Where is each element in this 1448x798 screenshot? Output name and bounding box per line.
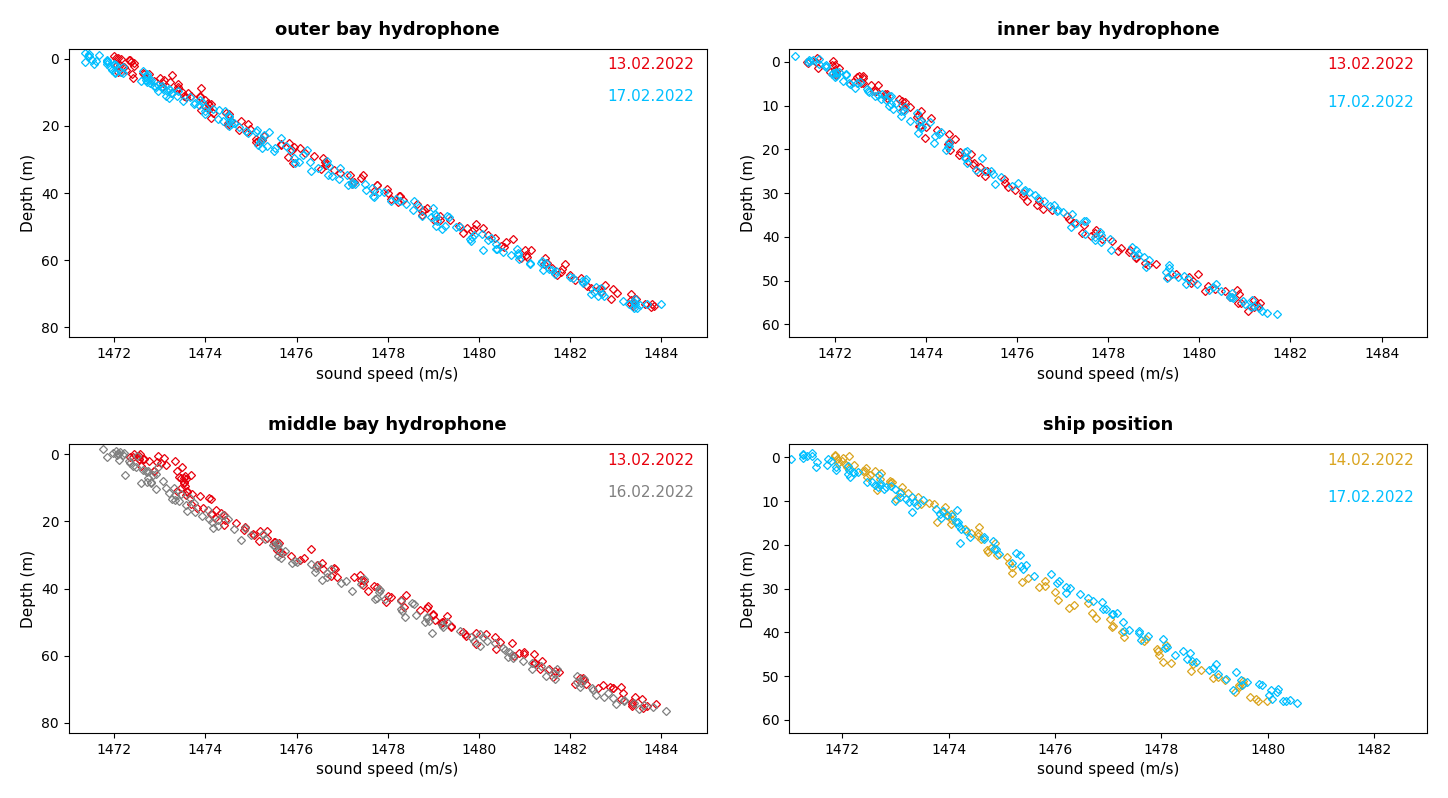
- Title: middle bay hydrophone: middle bay hydrophone: [268, 417, 507, 434]
- X-axis label: sound speed (m/s): sound speed (m/s): [317, 762, 459, 777]
- Text: 13.02.2022: 13.02.2022: [1328, 57, 1415, 73]
- Y-axis label: Depth (m): Depth (m): [741, 550, 756, 628]
- Text: 16.02.2022: 16.02.2022: [607, 484, 694, 500]
- X-axis label: sound speed (m/s): sound speed (m/s): [1037, 366, 1180, 381]
- X-axis label: sound speed (m/s): sound speed (m/s): [1037, 762, 1180, 777]
- Title: ship position: ship position: [1043, 417, 1173, 434]
- Text: 14.02.2022: 14.02.2022: [1328, 453, 1415, 468]
- Text: 13.02.2022: 13.02.2022: [607, 453, 694, 468]
- X-axis label: sound speed (m/s): sound speed (m/s): [317, 366, 459, 381]
- Y-axis label: Depth (m): Depth (m): [741, 154, 756, 232]
- Y-axis label: Depth (m): Depth (m): [20, 154, 36, 232]
- Text: 17.02.2022: 17.02.2022: [1328, 491, 1415, 505]
- Text: 13.02.2022: 13.02.2022: [607, 57, 694, 73]
- Text: 17.02.2022: 17.02.2022: [1328, 95, 1415, 110]
- Title: outer bay hydrophone: outer bay hydrophone: [275, 21, 500, 39]
- Title: inner bay hydrophone: inner bay hydrophone: [996, 21, 1219, 39]
- Y-axis label: Depth (m): Depth (m): [20, 550, 36, 628]
- Text: 17.02.2022: 17.02.2022: [607, 89, 694, 104]
